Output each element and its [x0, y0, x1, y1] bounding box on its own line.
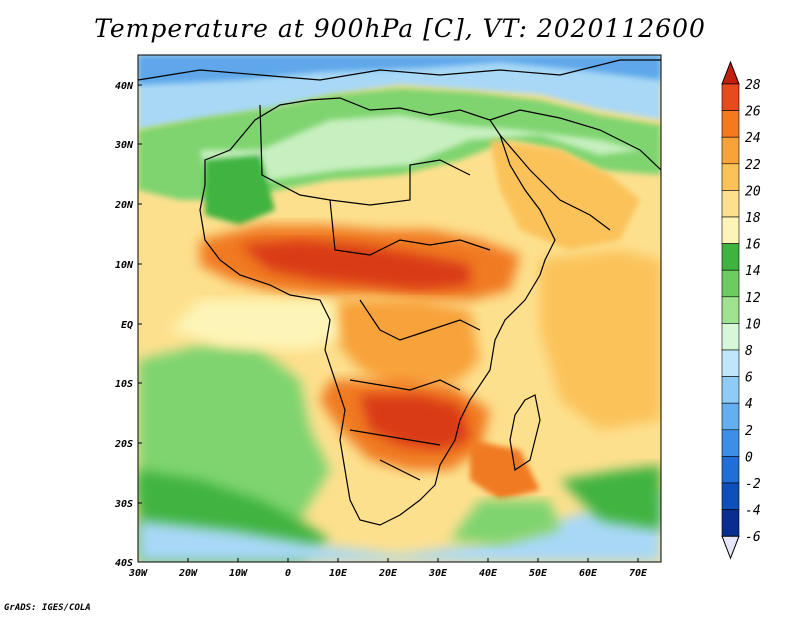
lon-tick-label: 60E	[579, 568, 598, 579]
colorbar-label: 18	[745, 211, 761, 226]
lat-tick-label: 30N	[114, 140, 134, 151]
colorbar-label: 4	[745, 397, 753, 412]
colorbar-block	[721, 190, 740, 218]
colorbar-block	[721, 110, 740, 138]
colorbar-block	[721, 243, 740, 271]
lon-tick-label: 30W	[128, 568, 148, 579]
colorbar-label: 14	[745, 264, 761, 279]
colorbar-block	[721, 376, 740, 404]
colorbar-label: 22	[745, 158, 761, 173]
colorbar-label: 0	[745, 450, 753, 465]
lat-tick-label: 20N	[114, 200, 134, 211]
colorbar-block	[721, 216, 740, 244]
colorbar-label: 8	[745, 344, 753, 359]
colorbar-label: 28	[745, 78, 761, 93]
lat-axis: 40N 30N 20N 10N EQ 10S 20S 30S 40S	[114, 81, 142, 569]
lat-tick-label: 30S	[114, 499, 133, 510]
colorbar-label: 12	[745, 291, 761, 306]
lon-tick-label: 40E	[479, 568, 498, 579]
colorbar-label: 2	[745, 424, 753, 439]
credit-text: GrADS: IGES/COLA	[4, 603, 91, 613]
temperature-field	[138, 55, 661, 562]
colorbar-label: 24	[745, 131, 761, 146]
colorbar-block	[721, 402, 740, 431]
colorbar-block	[721, 429, 740, 457]
lon-tick-label: 20W	[178, 568, 198, 579]
colorbar-block	[721, 163, 740, 191]
colorbar-block	[721, 456, 740, 484]
colorbar-label: 20	[745, 184, 761, 199]
colorbar-bottom-arrow	[721, 535, 740, 560]
lon-axis: 30W 20W 10W 0 10E 20E 30E 40E 50E 60E 70…	[128, 558, 648, 579]
colorbar-label: 6	[745, 371, 753, 386]
lon-tick-label: 70E	[629, 568, 648, 579]
colorbar-label: 16	[745, 238, 761, 253]
colorbar-block	[721, 323, 740, 351]
lon-tick-0: 30W	[128, 558, 148, 579]
lat-tick-label: 10N	[115, 260, 134, 271]
lon-tick-label: 10E	[329, 568, 348, 579]
lat-tick-label: EQ	[121, 320, 133, 331]
lon-tick-label: 20E	[378, 568, 398, 579]
colorbar-block	[721, 482, 740, 510]
colorbar-block	[721, 83, 740, 111]
lon-tick-label: 30E	[428, 568, 448, 579]
colorbar-block	[721, 509, 740, 537]
lon-tick-label: 50E	[529, 568, 548, 579]
colorbar-block	[721, 269, 740, 298]
map-title: Temperature at 900hPa [C], VT: 202011260…	[94, 14, 706, 43]
lat-tick-label: 40N	[115, 81, 134, 92]
plot-frame	[137, 54, 662, 563]
colorbar-label: 26	[745, 105, 761, 120]
colorbar-top-arrow	[721, 60, 740, 85]
lat-tick-label: 20S	[114, 439, 133, 450]
colorbar-block	[721, 296, 740, 324]
colorbar-label: -6	[745, 530, 761, 545]
lon-tick-label: 0	[285, 568, 291, 579]
lat-tick-label: 40S	[115, 558, 133, 569]
lon-tick-label: 10W	[229, 568, 248, 579]
colorbar-label: -2	[745, 477, 761, 492]
colorbar-label: -4	[745, 504, 761, 519]
lat-tick-label: 10S	[115, 379, 133, 390]
coastlines	[138, 59, 661, 526]
colorbar-block	[721, 349, 740, 377]
colorbar-block	[721, 136, 740, 165]
colorbar-label: 10	[745, 317, 761, 332]
